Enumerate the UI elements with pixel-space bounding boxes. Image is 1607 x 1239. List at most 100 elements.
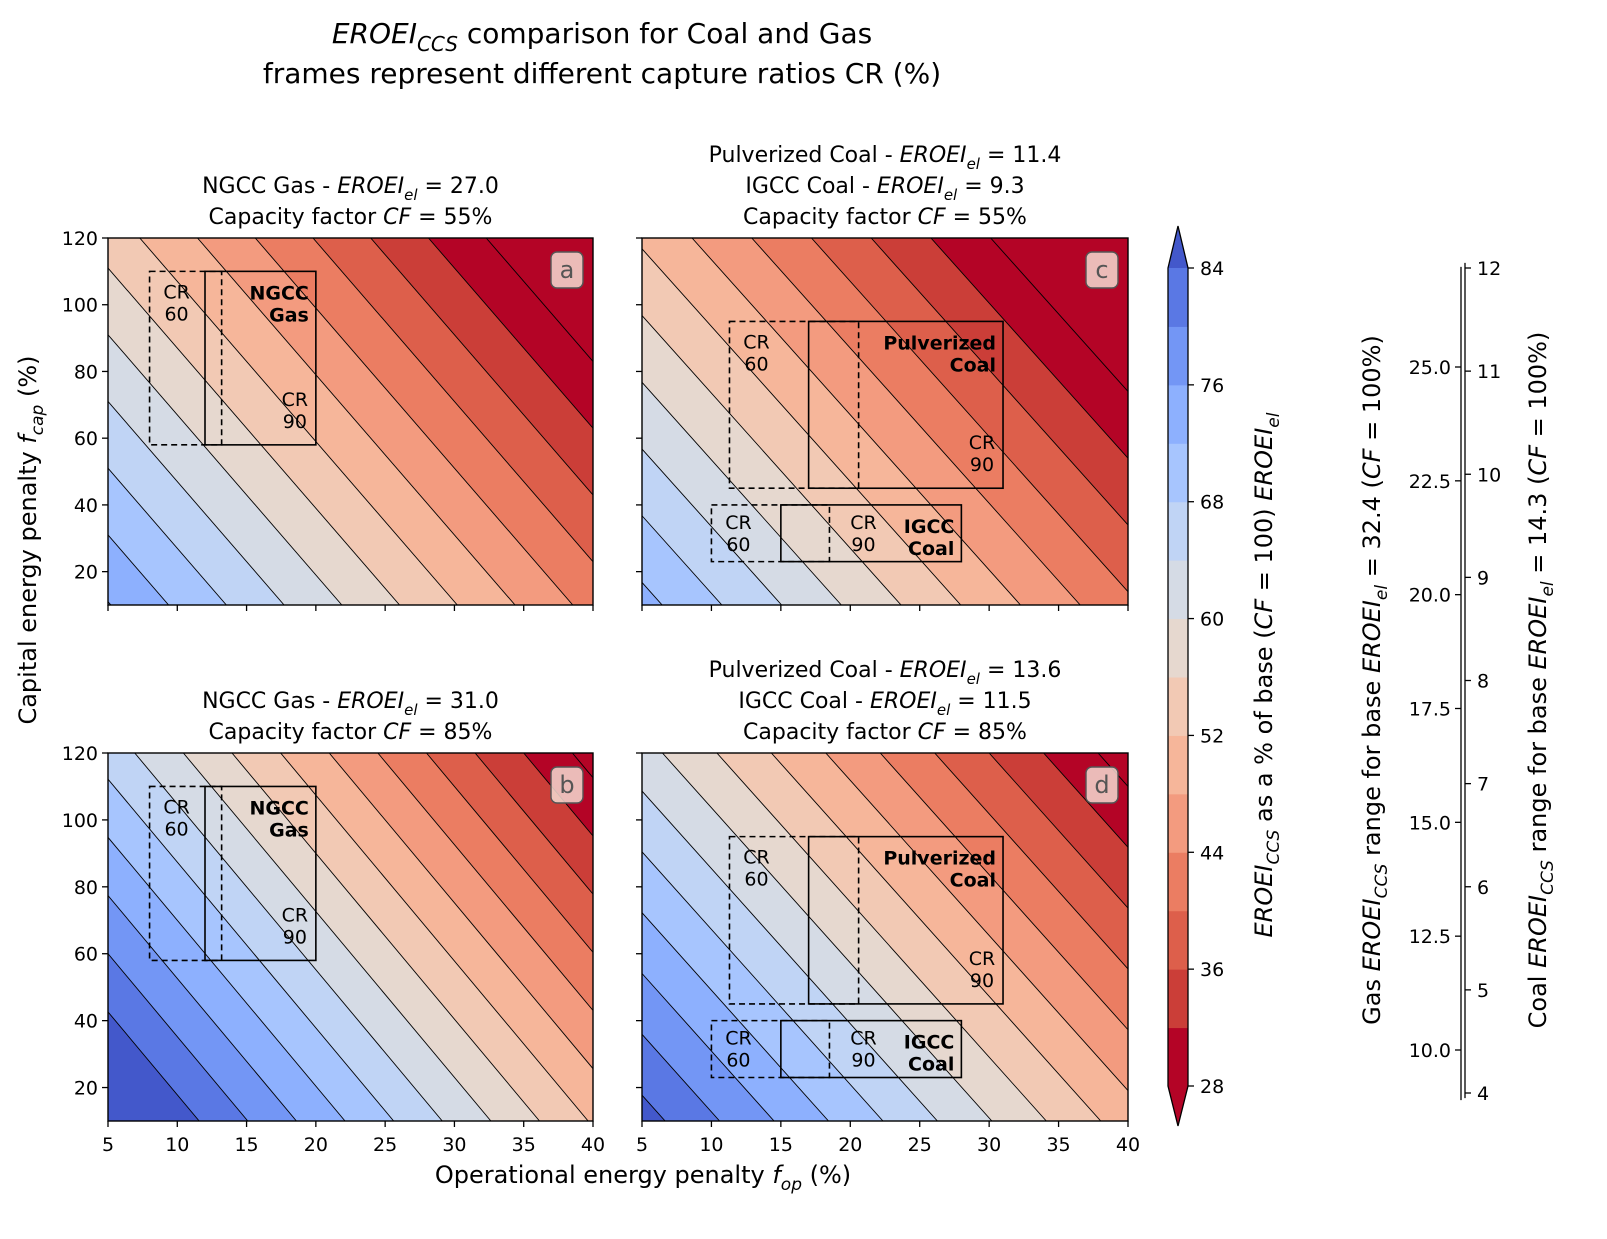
contour-line — [108, 778, 394, 1121]
frame-label: Gas — [269, 819, 309, 841]
panel-letter-box — [1085, 766, 1119, 804]
contour-line — [811, 238, 1128, 593]
cr90-label: 90 — [851, 1050, 875, 1072]
cr60-label: CR — [725, 512, 751, 534]
contour-line — [642, 911, 829, 1121]
panel-letter: a — [560, 256, 575, 284]
contour-line — [642, 248, 962, 605]
plot-area-border — [641, 237, 1129, 606]
plot-area-border — [107, 237, 594, 606]
contour-line — [934, 753, 1128, 970]
cr90-label: CR — [969, 948, 995, 970]
frame-label: IGCC — [904, 1032, 955, 1054]
contour-line — [474, 753, 593, 895]
coal-axis-tick-label: 6 — [1477, 877, 1489, 899]
panel-title-line: IGCC Coal - EROEIel = 9.3 — [745, 174, 1024, 204]
panel-letter-badge: c — [1085, 251, 1119, 289]
x-tick-label: 10 — [165, 1134, 189, 1156]
contour-line — [1043, 753, 1128, 848]
y-tick-label: 80 — [74, 361, 98, 383]
panel-title-line: Pulverized Coal - EROEIel = 13.6 — [709, 658, 1062, 688]
x-tick-label: 40 — [1116, 1134, 1140, 1156]
panel-letter: c — [1095, 256, 1108, 284]
panel-title-line: Capacity factor CF = 55% — [209, 205, 493, 230]
x-tick-label: 5 — [102, 1134, 114, 1156]
panel-c: PulverizedCoalCR60CR90IGCCCoalCR60CR90cP… — [636, 143, 1129, 611]
contour-line — [988, 753, 1128, 909]
gas-axis-tick-label: 17.5 — [1409, 699, 1451, 721]
contour-line — [751, 238, 1081, 605]
panel-title-line: Capacity factor CF = 55% — [743, 205, 1027, 230]
panel-letter: b — [559, 771, 574, 799]
contour-line — [426, 753, 593, 953]
contour-line — [716, 753, 1047, 1121]
y-tick-label: 20 — [74, 562, 98, 584]
colorbar-extend-top — [1168, 226, 1188, 268]
contour-line — [108, 267, 400, 605]
colorbar-tick-label: 28 — [1200, 1076, 1224, 1098]
contour-line — [642, 515, 723, 605]
gas-axis-tick-label: 22.5 — [1409, 471, 1451, 493]
x-tick-label: 40 — [581, 1134, 605, 1156]
cr90-label: 90 — [970, 454, 994, 476]
cr60-dashed-frame — [710, 1019, 831, 1079]
coal-axis-tick-label: 5 — [1477, 980, 1489, 1002]
gas-axis-tick-label: 12.5 — [1409, 926, 1451, 948]
contour-line — [642, 448, 782, 605]
cr60-label: 60 — [726, 1050, 750, 1072]
colorbar-band — [1168, 1027, 1188, 1087]
contour-line — [691, 238, 1021, 605]
panel-title-line: Capacity factor CF = 85% — [209, 720, 493, 745]
colorbar-tick-label: 68 — [1200, 492, 1224, 514]
cr90-label: CR — [969, 432, 995, 454]
colorbar-tick-label: 44 — [1200, 842, 1224, 864]
contour-line — [197, 238, 516, 605]
panel-title-line: NGCC Gas - EROEIel = 31.0 — [202, 689, 499, 719]
colorbar-tick-label: 76 — [1200, 375, 1224, 397]
contour-line — [642, 972, 775, 1121]
cr60-label: CR — [743, 847, 769, 869]
colorbar-tick-label: 36 — [1200, 959, 1224, 981]
contour-line — [428, 238, 593, 429]
colorbar-band — [1168, 443, 1188, 503]
frame-label: Coal — [950, 354, 996, 376]
colorbar-band — [1168, 501, 1188, 561]
panel-title-line: IGCC Coal - EROEIel = 11.5 — [738, 689, 1031, 719]
cr60-label: 60 — [164, 303, 188, 325]
cr90-solid-frame — [807, 320, 1004, 490]
contour-line — [134, 753, 443, 1121]
colorbar-extend-bottom — [1168, 1086, 1188, 1126]
y-tick-label: 60 — [74, 428, 98, 450]
frame-label: Gas — [269, 304, 309, 326]
colorbar-band — [1168, 910, 1188, 970]
cr60-label: 60 — [164, 818, 188, 840]
contour-fills — [108, 753, 593, 1121]
panel-letter-badge: b — [550, 766, 584, 804]
panel-letter-badge: d — [1085, 766, 1119, 804]
cr90-solid-frame — [204, 785, 317, 962]
plot-area-border — [107, 752, 594, 1122]
x-tick-label: 5 — [636, 1134, 648, 1156]
colorbar-band — [1168, 677, 1188, 736]
cr90-label: CR — [282, 904, 308, 926]
contour-line — [642, 790, 938, 1121]
cr60-dashed-frame — [728, 835, 860, 1005]
cr90-solid-frame — [780, 1019, 963, 1079]
colorbar-band — [1168, 969, 1188, 1029]
title-line-2: frames represent different capture ratio… — [263, 57, 941, 90]
contour-line — [328, 753, 593, 1070]
cr90-label: 90 — [283, 411, 307, 433]
contour-line — [108, 467, 227, 605]
gas-eroei-axis: 10.0 12.5 15.0 17.5 20.0 22.5 25.0 Gas EROEICCS… — [1358, 266, 1462, 1101]
contour-line — [108, 400, 285, 605]
colorbar-band — [1168, 384, 1188, 444]
contour-line — [770, 753, 1102, 1121]
x-tick-label: 10 — [699, 1134, 723, 1156]
contour-line — [870, 238, 1128, 526]
contour-line — [183, 753, 492, 1121]
contour-line — [108, 894, 297, 1121]
panel-letter-box — [1085, 251, 1119, 289]
